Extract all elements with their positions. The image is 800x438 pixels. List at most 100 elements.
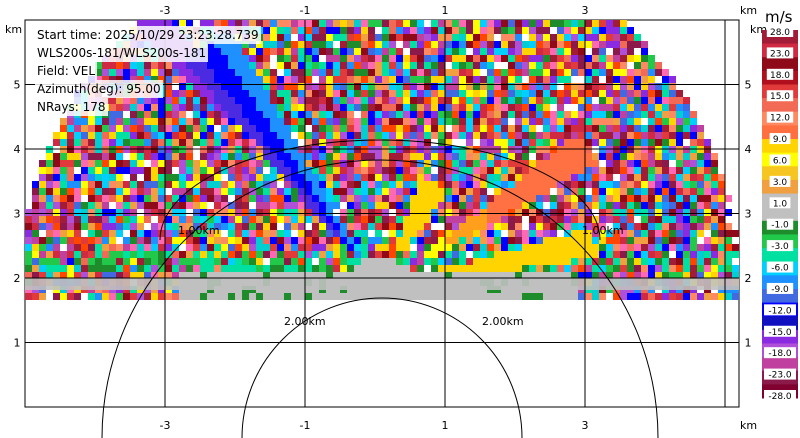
radar-pixel — [438, 293, 445, 300]
radar-pixel — [613, 202, 620, 209]
radar-pixel — [494, 48, 501, 55]
radar-pixel — [494, 132, 501, 139]
radar-pixel — [487, 118, 494, 125]
radar-pixel — [347, 181, 354, 188]
radar-pixel — [193, 216, 200, 223]
radar-pixel — [480, 209, 487, 216]
radar-pixel — [347, 76, 354, 83]
radar-pixel — [620, 111, 627, 118]
radar-pixel — [620, 244, 627, 251]
radar-pixel — [431, 188, 438, 195]
radar-pixel — [333, 139, 340, 146]
radar-pixel — [508, 244, 515, 251]
radar-pixel — [564, 76, 571, 83]
radar-pixel — [550, 132, 557, 139]
radar-pixel — [263, 272, 270, 279]
radar-pixel — [480, 272, 487, 279]
radar-pixel — [564, 265, 571, 272]
radar-pixel — [417, 216, 424, 223]
radar-pixel — [529, 76, 536, 83]
radar-pixel — [620, 181, 627, 188]
radar-pixel — [522, 237, 529, 244]
radar-pixel — [627, 83, 634, 90]
radar-pixel — [375, 216, 382, 223]
radar-pixel — [81, 223, 88, 230]
radar-pixel — [95, 223, 102, 230]
radar-pixel — [284, 104, 291, 111]
radar-pixel — [634, 195, 641, 202]
radar-pixel — [403, 223, 410, 230]
radar-pixel — [606, 188, 613, 195]
radar-pixel — [165, 230, 172, 237]
radar-pixel — [305, 237, 312, 244]
radar-pixel — [571, 125, 578, 132]
radar-pixel — [585, 195, 592, 202]
radar-pixel — [109, 293, 116, 300]
radar-pixel — [564, 272, 571, 279]
radar-pixel — [347, 139, 354, 146]
radar-pixel — [634, 167, 641, 174]
radar-pixel — [207, 20, 214, 27]
radar-pixel — [648, 293, 655, 300]
radar-pixel — [662, 258, 669, 265]
radar-pixel — [200, 125, 207, 132]
radar-pixel — [655, 69, 662, 76]
radar-pixel — [249, 244, 256, 251]
radar-pixel — [634, 216, 641, 223]
radar-pixel — [221, 258, 228, 265]
radar-pixel — [669, 111, 676, 118]
radar-pixel — [536, 118, 543, 125]
radar-pixel — [613, 41, 620, 48]
radar-pixel — [207, 223, 214, 230]
radar-pixel — [424, 104, 431, 111]
radar-pixel — [417, 174, 424, 181]
radar-pixel — [53, 202, 60, 209]
radar-pixel — [228, 174, 235, 181]
radar-pixel — [340, 251, 347, 258]
radar-pixel — [529, 230, 536, 237]
colorbar-label-bg — [766, 218, 794, 230]
radar-pixel — [361, 195, 368, 202]
radar-pixel — [165, 167, 172, 174]
radar-pixel — [669, 132, 676, 139]
radar-pixel — [438, 139, 445, 146]
radar-pixel — [158, 160, 165, 167]
radar-pixel — [375, 118, 382, 125]
radar-pixel — [445, 125, 452, 132]
radar-pixel — [606, 97, 613, 104]
radar-pixel — [144, 265, 151, 272]
radar-pixel — [676, 132, 683, 139]
radar-pixel — [613, 293, 620, 300]
radar-pixel — [550, 118, 557, 125]
radar-pixel — [648, 83, 655, 90]
radar-pixel — [340, 188, 347, 195]
radar-pixel — [641, 181, 648, 188]
radar-pixel — [501, 258, 508, 265]
radar-pixel — [480, 202, 487, 209]
radar-pixel — [340, 20, 347, 27]
radar-pixel — [74, 230, 81, 237]
radar-pixel — [116, 195, 123, 202]
radar-pixel — [690, 202, 697, 209]
radar-pixel — [95, 237, 102, 244]
radar-pixel — [522, 104, 529, 111]
radar-pixel — [683, 202, 690, 209]
radar-pixel — [592, 265, 599, 272]
radar-pixel — [375, 69, 382, 76]
radar-pixel — [228, 90, 235, 97]
radar-pixel — [459, 83, 466, 90]
radar-pixel — [67, 272, 74, 279]
radar-pixel — [417, 76, 424, 83]
radar-pixel — [382, 244, 389, 251]
radar-pixel — [88, 125, 95, 132]
radar-pixel — [613, 160, 620, 167]
radar-pixel — [263, 118, 270, 125]
y-tick-label-left: 1 — [14, 337, 21, 350]
radar-pixel — [473, 69, 480, 76]
radar-pixel — [193, 223, 200, 230]
radar-pixel — [431, 69, 438, 76]
radar-pixel — [403, 69, 410, 76]
radar-pixel — [669, 237, 676, 244]
radar-pixel — [669, 104, 676, 111]
radar-pixel — [361, 104, 368, 111]
